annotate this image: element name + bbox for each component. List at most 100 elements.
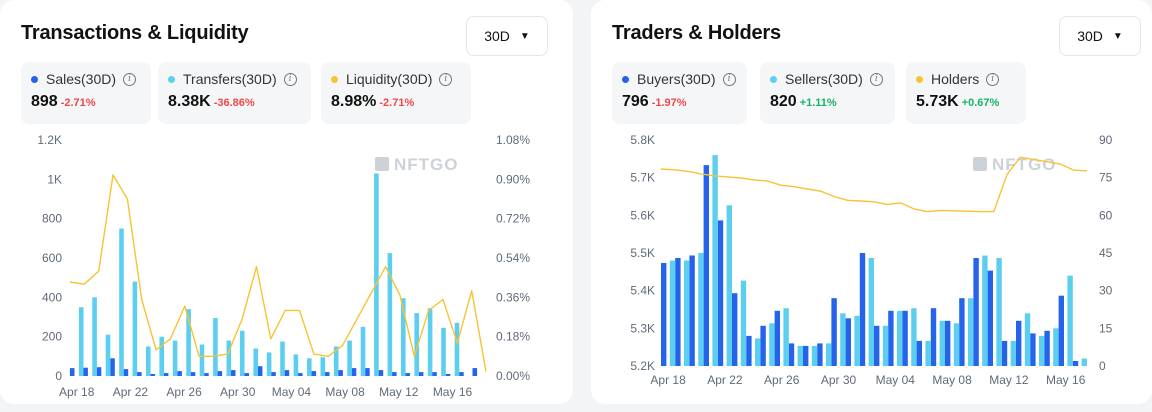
stat-sales: Sales(30D) i 898 -2.71% [21, 62, 151, 124]
line-holders [660, 156, 1088, 213]
y-right-tick-label: 0.54% [496, 251, 530, 265]
y-right-tick-label: 15 [1099, 321, 1113, 335]
bar-transfers [226, 340, 232, 376]
card-title: Transactions & Liquidity [21, 22, 249, 44]
stat-holders: Holders i 5.73K +0.67% [906, 62, 1026, 124]
stat-change: -2.71% [379, 97, 415, 109]
info-icon[interactable]: i [283, 72, 297, 86]
stat-value: 8.98% [331, 93, 377, 110]
y-right-tick-label: 60 [1099, 208, 1113, 222]
bar-sales [69, 368, 75, 376]
transactions-chart: NFTGO 0 200 400 600 800 1K 1.2K 0.00% 0.18% 0.36% 0… [37, 133, 530, 399]
stat-change: -2.71% [60, 97, 96, 109]
bar-transfers [199, 344, 205, 376]
bar-buyers [675, 258, 681, 366]
line-liquidity [69, 174, 487, 372]
info-icon[interactable]: i [123, 72, 137, 86]
dot-icon [31, 75, 38, 83]
bar-sales [338, 370, 343, 376]
stat-value: 5.73K [916, 93, 959, 110]
bar-sales [123, 369, 129, 376]
bar-buyers [973, 258, 979, 366]
bar-transfers [239, 330, 245, 376]
bar-sellers [669, 260, 676, 366]
info-icon[interactable]: i [869, 72, 883, 86]
info-icon[interactable]: i [439, 72, 453, 86]
y-right-tick-label: 0.36% [496, 290, 530, 304]
y-left-tick-label: 1.2K [37, 133, 62, 147]
caret-down-icon: ▼ [1112, 30, 1123, 42]
watermark: NFTGO [992, 155, 1057, 174]
bar-transfers [320, 357, 326, 376]
stat-buyers: Buyers(30D) i 796 -1.97% [612, 62, 747, 124]
period-label: 30D [484, 28, 510, 44]
bar-sellers [840, 313, 846, 366]
bar-buyers [1072, 361, 1079, 366]
x-tick-label: Apr 18 [650, 373, 686, 387]
dot-icon [916, 75, 923, 83]
bar-sales [378, 370, 384, 376]
traders-chart: NFTGO 5.2K 5.3K 5.4K 5.5K 5.6K 5.7K 5.8K 0 15 30 45… [630, 133, 1113, 387]
bar-sales [257, 366, 263, 376]
bar-transfers [441, 327, 446, 376]
stat-change: +0.67% [961, 97, 1000, 109]
x-tick-label: May 12 [379, 385, 419, 399]
bar-sales [150, 374, 155, 376]
bar-buyers [732, 293, 738, 366]
bar-buyers [703, 165, 709, 366]
bar-sellers [740, 280, 747, 366]
bar-transfers [172, 340, 178, 376]
bar-sales [271, 372, 276, 376]
y-left-tick-label: 600 [42, 251, 62, 265]
bar-buyers [774, 310, 780, 366]
bar-sales [311, 371, 317, 376]
x-tick-label: May 16 [1046, 373, 1086, 387]
x-tick-label: Apr 26 [166, 385, 202, 399]
bar-transfers [293, 354, 299, 376]
y-right-tick-label: 45 [1099, 246, 1113, 260]
bar-sales [365, 368, 370, 376]
y-right-tick-label: 0.90% [496, 172, 530, 186]
period-dropdown[interactable]: 30D ▼ [466, 16, 548, 56]
info-icon[interactable]: i [722, 72, 736, 86]
x-tick-label: May 08 [932, 373, 972, 387]
y-left-tick-label: 5.6K [630, 208, 655, 222]
bar-transfers [132, 281, 138, 376]
x-tick-label: Apr 30 [821, 373, 857, 387]
bar-buyers [803, 345, 809, 366]
bar-sellers [783, 308, 789, 366]
bar-transfers [427, 308, 433, 376]
dot-icon [622, 75, 629, 83]
bar-sellers [925, 340, 931, 366]
y-left-tick-label: 5.3K [630, 321, 655, 335]
dot-icon [168, 75, 175, 83]
bar-buyers [1058, 295, 1064, 366]
bar-buyers [1044, 330, 1050, 366]
dot-icon [331, 75, 338, 83]
bar-sellers [826, 343, 832, 366]
stat-sellers: Sellers(30D) i 820 +1.11% [760, 62, 895, 124]
bar-buyers [817, 343, 823, 366]
y-left-tick-label: 5.7K [630, 171, 655, 185]
bar-buyers [945, 320, 951, 366]
y-left-tick-label: 5.2K [630, 359, 655, 373]
bar-sales [418, 372, 424, 376]
bar-sellers [854, 315, 860, 366]
bar-sales [298, 373, 303, 376]
card-title: Traders & Holders [612, 22, 781, 44]
info-icon[interactable]: i [986, 72, 1000, 86]
stat-value: 796 [622, 93, 649, 110]
stat-label: Sellers(30D) [785, 71, 863, 87]
bar-sales [472, 368, 478, 376]
period-dropdown[interactable]: 30D ▼ [1059, 16, 1141, 56]
bar-sellers [1010, 340, 1016, 366]
bar-sellers [797, 345, 803, 366]
x-tick-label: Apr 18 [59, 385, 95, 399]
bar-buyers [888, 310, 894, 366]
bar-transfers [360, 326, 366, 376]
bar-sales [405, 373, 410, 376]
bar-buyers [959, 298, 965, 366]
traders-holders-card: Traders & Holders 30D ▼ Buyers(30D) i 796… [591, 0, 1152, 404]
stat-change: +1.11% [799, 97, 837, 109]
y-right-tick-label: 1.08% [496, 133, 530, 147]
